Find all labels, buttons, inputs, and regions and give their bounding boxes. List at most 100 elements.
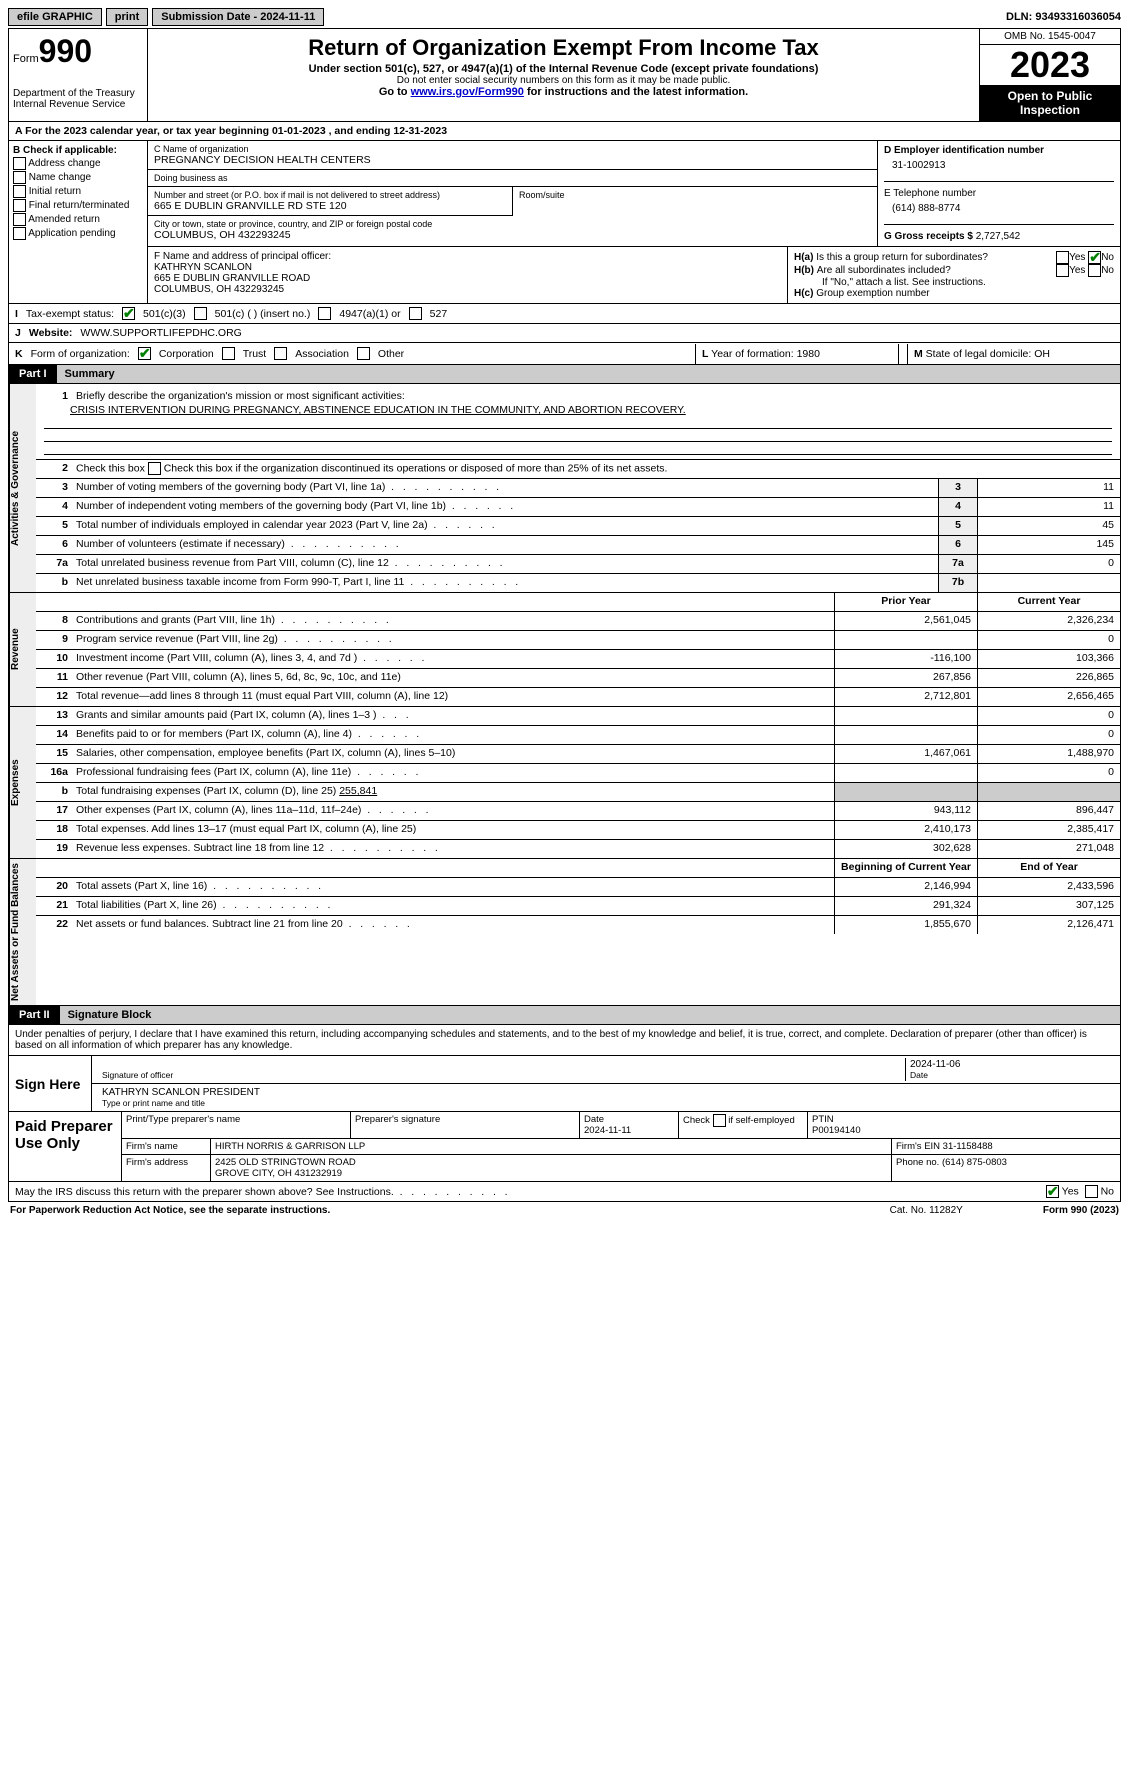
cb-hb-no[interactable] bbox=[1088, 264, 1101, 277]
form-prefix: Form bbox=[13, 53, 39, 65]
org-name: PREGNANCY DECISION HEALTH CENTERS bbox=[154, 154, 871, 166]
line12-py: 2,712,801 bbox=[834, 688, 977, 706]
line7a-value: 0 bbox=[977, 555, 1120, 573]
cb-527[interactable] bbox=[409, 307, 422, 320]
opt-501c: 501(c) ( ) (insert no.) bbox=[215, 308, 311, 320]
cb-other[interactable] bbox=[357, 347, 370, 360]
hdr-eoy: End of Year bbox=[977, 859, 1120, 877]
cb-501c3[interactable] bbox=[122, 307, 135, 320]
form-990: 990 bbox=[39, 33, 92, 69]
addr-label: Number and street (or P.O. box if mail i… bbox=[154, 190, 506, 200]
topbar: efile GRAPHIC print Submission Date - 20… bbox=[8, 8, 1121, 26]
room-label: Room/suite bbox=[519, 190, 871, 200]
part2-label: Part II bbox=[9, 1006, 60, 1024]
self-employed-cell: Check if self-employed bbox=[679, 1112, 808, 1138]
hb-prefix: H(b) bbox=[794, 265, 814, 276]
form990-link[interactable]: www.irs.gov/Form990 bbox=[411, 86, 524, 98]
city-label: City or town, state or province, country… bbox=[154, 219, 871, 229]
box-h: H(a) Is this a group return for subordin… bbox=[788, 247, 1120, 303]
line18-label: Total expenses. Add lines 13–17 (must eq… bbox=[72, 821, 834, 839]
line8-py: 2,561,045 bbox=[834, 612, 977, 630]
website-label: Website: bbox=[29, 327, 73, 339]
row-a-text: For the 2023 calendar year, or tax year … bbox=[25, 125, 447, 137]
cb-final-return[interactable] bbox=[13, 199, 26, 212]
firm-name: HIRTH NORRIS & GARRISON LLP bbox=[211, 1139, 892, 1154]
cb-ha-no[interactable] bbox=[1088, 251, 1101, 264]
cb-line2[interactable] bbox=[148, 462, 161, 475]
lbl-address-change: Address change bbox=[28, 158, 100, 169]
prep-name-label: Print/Type preparer's name bbox=[126, 1114, 240, 1125]
cb-trust[interactable] bbox=[222, 347, 235, 360]
form-number: Form990 bbox=[13, 33, 143, 70]
line6-label: Number of volunteers (estimate if necess… bbox=[72, 536, 938, 554]
line4-label: Number of independent voting members of … bbox=[72, 498, 938, 516]
print-button[interactable]: print bbox=[106, 8, 148, 26]
row-m-prefix: M bbox=[914, 348, 923, 360]
line6-value: 145 bbox=[977, 536, 1120, 554]
opt-501c3: 501(c)(3) bbox=[143, 308, 186, 320]
line8-label: Contributions and grants (Part VIII, lin… bbox=[72, 612, 834, 630]
cb-name-change[interactable] bbox=[13, 171, 26, 184]
line22-label: Net assets or fund balances. Subtract li… bbox=[72, 916, 834, 934]
line3-label: Number of voting members of the governin… bbox=[72, 479, 938, 497]
cb-self-employed[interactable] bbox=[713, 1114, 726, 1127]
cb-4947[interactable] bbox=[318, 307, 331, 320]
opt-trust: Trust bbox=[243, 348, 267, 360]
line15-label: Salaries, other compensation, employee b… bbox=[72, 745, 834, 763]
line16a-label: Professional fundraising fees (Part IX, … bbox=[72, 764, 834, 782]
vtab-net-assets: Net Assets or Fund Balances bbox=[9, 859, 36, 1005]
part1-header: Part I Summary bbox=[8, 365, 1121, 384]
cb-amended[interactable] bbox=[13, 213, 26, 226]
line4-value: 11 bbox=[977, 498, 1120, 516]
line13-cy: 0 bbox=[977, 707, 1120, 725]
line5-label: Total number of individuals employed in … bbox=[72, 517, 938, 535]
line9-py bbox=[834, 631, 977, 649]
line13-label: Grants and similar amounts paid (Part IX… bbox=[72, 707, 834, 725]
firm-phone-label: Phone no. bbox=[896, 1157, 939, 1168]
footer: For Paperwork Reduction Act Notice, see … bbox=[8, 1202, 1121, 1219]
lbl-name-change: Name change bbox=[29, 172, 91, 183]
cb-address-change[interactable] bbox=[13, 157, 26, 170]
line19-cy: 271,048 bbox=[977, 840, 1120, 858]
line16a-py bbox=[834, 764, 977, 782]
paid-preparer-label: Paid Preparer Use Only bbox=[9, 1112, 122, 1181]
cb-discuss-no[interactable] bbox=[1085, 1185, 1098, 1198]
paperwork-notice: For Paperwork Reduction Act Notice, see … bbox=[10, 1205, 330, 1216]
line17-label: Other expenses (Part IX, column (A), lin… bbox=[72, 802, 834, 820]
cb-501c[interactable] bbox=[194, 307, 207, 320]
part2-title: Signature Block bbox=[60, 1006, 1120, 1024]
lbl-app-pending: Application pending bbox=[28, 228, 115, 239]
form-ref: Form 990 (2023) bbox=[1043, 1205, 1119, 1216]
cb-assoc[interactable] bbox=[274, 347, 287, 360]
mission-blank-line-2 bbox=[44, 429, 1112, 442]
prep-date-label: Date bbox=[584, 1114, 604, 1125]
cb-app-pending[interactable] bbox=[13, 227, 26, 240]
row-l-prefix: L bbox=[702, 348, 708, 360]
vtab-revenue: Revenue bbox=[9, 593, 36, 706]
efile-label: efile GRAPHIC bbox=[8, 8, 102, 26]
cb-hb-yes[interactable] bbox=[1056, 264, 1069, 277]
cb-discuss-yes[interactable] bbox=[1046, 1185, 1059, 1198]
line14-py bbox=[834, 726, 977, 744]
city-value: COLUMBUS, OH 432293245 bbox=[154, 229, 871, 241]
discuss-label: May the IRS discuss this return with the… bbox=[15, 1186, 508, 1198]
tax-year: 2023 bbox=[980, 45, 1120, 85]
opt-4947: 4947(a)(1) or bbox=[339, 308, 400, 320]
cat-no: Cat. No. 11282Y bbox=[890, 1205, 963, 1216]
cb-ha-yes[interactable] bbox=[1056, 251, 1069, 264]
sign-here-label: Sign Here bbox=[9, 1056, 92, 1111]
sig-officer-label: Signature of officer bbox=[102, 1070, 901, 1080]
line11-py: 267,856 bbox=[834, 669, 977, 687]
cb-corp[interactable] bbox=[138, 347, 151, 360]
firm-addr1: 2425 OLD STRINGTOWN ROAD bbox=[215, 1157, 887, 1168]
line17-cy: 896,447 bbox=[977, 802, 1120, 820]
signature-block: Under penalties of perjury, I declare th… bbox=[8, 1025, 1121, 1182]
line14-cy: 0 bbox=[977, 726, 1120, 744]
line19-label: Revenue less expenses. Subtract line 18 … bbox=[72, 840, 834, 858]
lbl-final-return: Final return/terminated bbox=[29, 200, 130, 211]
goto-pre: Go to bbox=[379, 86, 411, 98]
firm-ein-label: Firm's EIN bbox=[896, 1141, 940, 1152]
cb-initial-return[interactable] bbox=[13, 185, 26, 198]
name-title-label: Type or print name and title bbox=[102, 1098, 1110, 1108]
line2-label: Check this box Check this box if the org… bbox=[72, 460, 1120, 478]
